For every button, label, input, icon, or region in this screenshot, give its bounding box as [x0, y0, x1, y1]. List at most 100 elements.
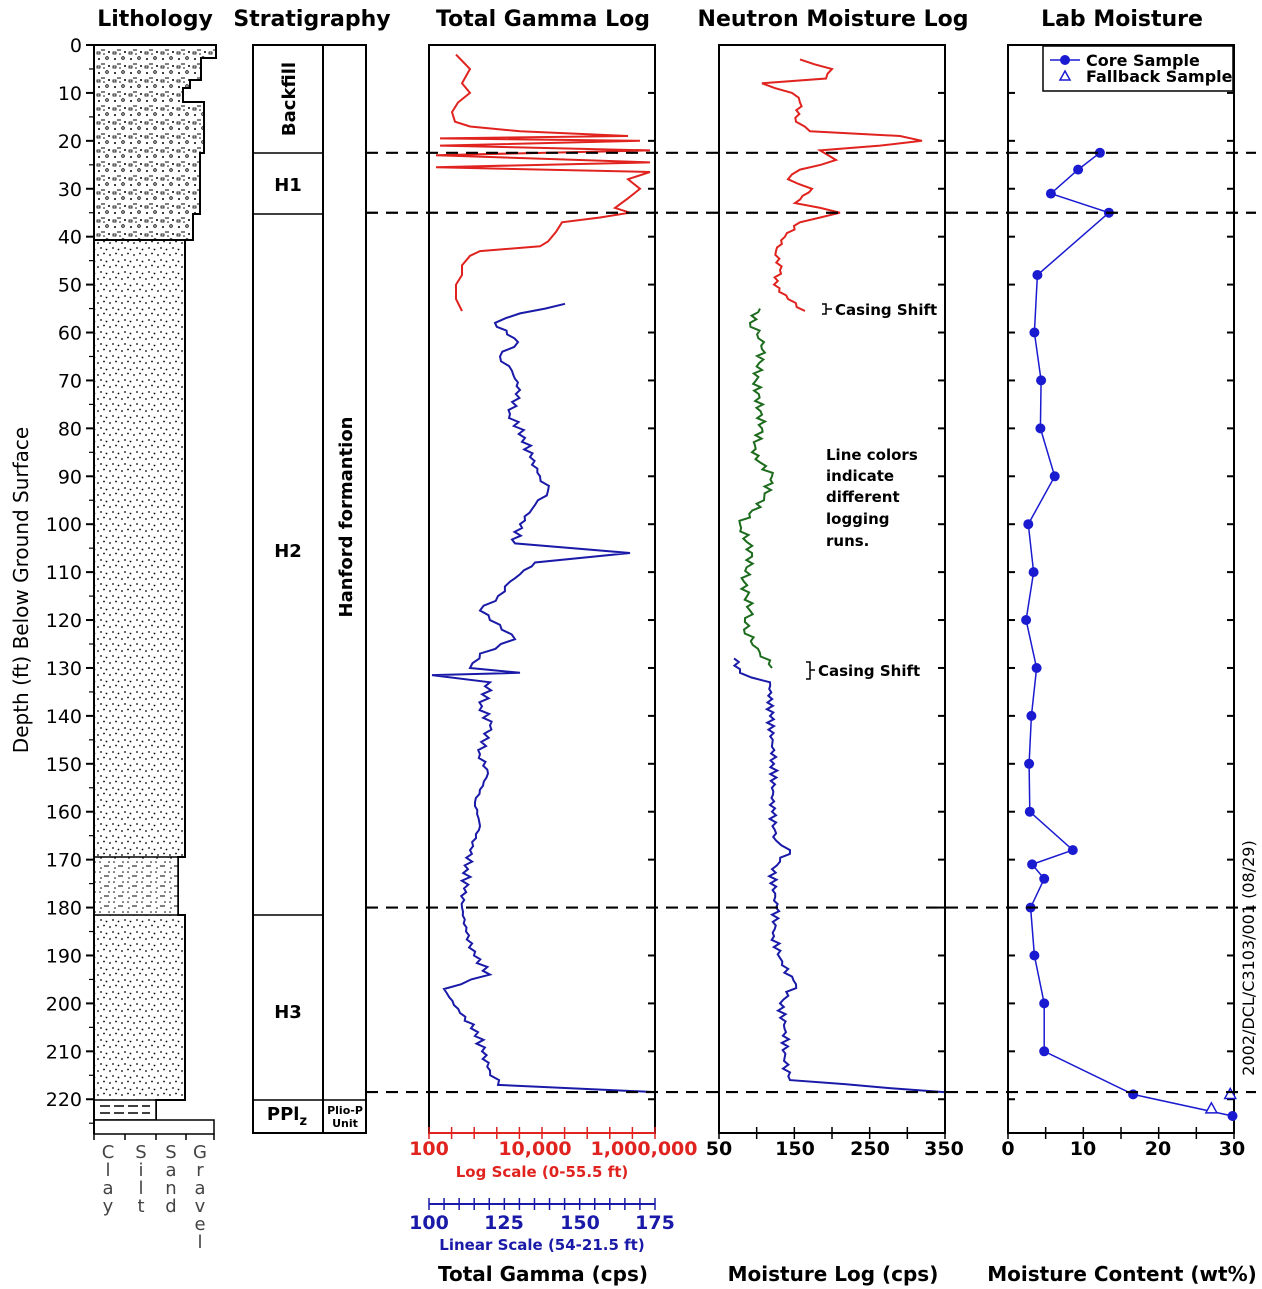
gamma-panel-ticks [428, 44, 656, 1139]
neutron-log-red-curve [761, 58, 923, 312]
depth-tick-label-190: 190 [46, 945, 82, 967]
lab-legend: Core Sample Fallback Sample [1042, 45, 1234, 92]
gamma-log-scale-label: Log Scale (0-55.5 ft) [456, 1163, 628, 1181]
depth-tick-label-120: 120 [46, 610, 82, 632]
stratigraphy-column [252, 44, 367, 1134]
strat-unit-pplz: PPlz [267, 1104, 307, 1129]
core-sample-point-6 [1036, 375, 1047, 386]
note-line-4: logging [826, 510, 889, 528]
lab-tick-0: 0 [1001, 1138, 1014, 1160]
depth-tick-label-80: 80 [58, 418, 82, 440]
lith-letter: l [138, 1178, 143, 1199]
lith-letter: i [138, 1160, 143, 1181]
casing-shift-2: Casing Shift [806, 661, 920, 680]
gamma-lin-tick-150: 150 [560, 1212, 600, 1234]
depth-tick-label-140: 140 [46, 706, 82, 728]
lithology-column [93, 44, 217, 1135]
note-line-2: indicate [826, 467, 894, 485]
plio-unit-label: Plio-P [327, 1104, 363, 1117]
lith-letter: y [103, 1196, 114, 1217]
gamma-lin-tick-100: 100 [409, 1212, 449, 1234]
core-sample-point-7 [1035, 423, 1046, 434]
lab-panel [1007, 44, 1235, 1134]
core-sample-series [1021, 147, 1238, 1121]
neutron-tick-350: 350 [924, 1138, 964, 1160]
lithology-title: Lithology [97, 7, 213, 32]
lithology-bottom-ticks [93, 1134, 215, 1140]
fallback-sample-point-0 [1223, 1086, 1238, 1100]
core-sample-point-9 [1023, 519, 1034, 530]
gamma-lin-scale-label: Linear Scale (54-21.5 ft) [439, 1236, 644, 1254]
gamma-lin-tick-125: 125 [484, 1212, 524, 1234]
core-sample-point-4 [1032, 270, 1043, 280]
neutron-unit-label: Moisture Log (cps) [728, 1262, 939, 1286]
legend-fallback-marker [1058, 69, 1072, 81]
neutron-title: Neutron Moisture Log [698, 7, 969, 32]
core-sample-point-20 [1029, 950, 1040, 961]
gamma-log-tick-10000: 10,000 [498, 1138, 571, 1160]
depth-axis-label: Depth (ft) Below Ground Surface [9, 427, 33, 753]
core-sample-point-2 [1045, 188, 1056, 199]
lith-letter: t [137, 1196, 144, 1217]
lith-letter: v [195, 1196, 206, 1217]
unit-boundary-lines [366, 151, 1256, 1094]
depth-tick-label-30: 30 [58, 179, 82, 201]
gamma-log-tick-1000000: 1,000,000 [591, 1138, 698, 1160]
lith-letter: S [135, 1142, 146, 1163]
neutron-note: Line colors indicate different logging r… [826, 446, 918, 550]
strat-unit-h1: H1 [274, 175, 302, 196]
legend-fallback-label: Fallback Sample [1086, 67, 1233, 86]
plio-unit-label-2: Unit [332, 1117, 358, 1130]
core-sample-point-16 [1067, 845, 1078, 856]
neutron-log-green-curve [738, 308, 774, 669]
lith-letter: C [102, 1142, 115, 1163]
core-sample-point-17 [1027, 859, 1038, 870]
depth-axis-ticks: 0 10 20 30 40 50 60 70 80 90 100 110 120 130 140 150 160… [46, 35, 94, 1124]
depth-tick-label-100: 100 [46, 514, 82, 536]
core-sample-point-8 [1049, 471, 1060, 482]
lith-letter: d [165, 1196, 176, 1217]
strat-unit-h3: H3 [274, 1002, 302, 1023]
gamma-panel [428, 44, 656, 1134]
lab-tick-30: 30 [1219, 1138, 1245, 1160]
depth-tick-label-10: 10 [58, 83, 82, 105]
depth-tick-label-200: 200 [46, 993, 82, 1015]
note-line-3: different [826, 488, 900, 506]
lith-letter: a [102, 1178, 113, 1199]
core-sample-point-22 [1039, 1046, 1050, 1057]
lith-letter: l [105, 1160, 110, 1181]
casing-shift-2-label: Casing Shift [818, 662, 920, 680]
depth-tick-label-20: 20 [58, 131, 82, 153]
core-sample-point-0 [1094, 147, 1105, 158]
gamma-unit-label: Total Gamma (cps) [438, 1262, 648, 1286]
gamma-log-tick-100: 100 [409, 1138, 449, 1160]
lab-unit-label: Moisture Content (wt%) [987, 1262, 1257, 1286]
hanford-formation-label: Hanford formantion [336, 417, 357, 618]
core-sample-point-10 [1028, 567, 1039, 578]
strat-unit-backfill: Backfill [279, 62, 300, 136]
neutron-tick-250: 250 [850, 1138, 890, 1160]
neutron-tick-150: 150 [775, 1138, 815, 1160]
stratigraphy-title: Stratigraphy [233, 7, 390, 32]
casing-shift-1: Casing Shift [822, 301, 937, 319]
core-sample-point-18 [1039, 873, 1050, 884]
core-sample-point-12 [1031, 663, 1042, 673]
note-line-5: runs. [826, 532, 869, 550]
depth-tick-label-210: 210 [46, 1041, 82, 1063]
lith-letter: a [165, 1160, 176, 1181]
lith-letter: a [194, 1178, 205, 1199]
lab-tick-20: 20 [1145, 1138, 1171, 1160]
lith-letter: e [194, 1214, 205, 1235]
gamma-log-blue-curve [431, 302, 656, 1094]
core-sample-point-13 [1026, 710, 1037, 721]
core-sample-point-14 [1024, 758, 1035, 769]
lab-panel-ticks [1007, 44, 1235, 1139]
neutron-log-blue-curve [732, 657, 945, 1094]
depth-tick-label-70: 70 [58, 370, 82, 392]
gamma-log-red-curve [435, 53, 651, 312]
gamma-title: Total Gamma Log [436, 7, 650, 32]
neutron-panel [718, 44, 946, 1134]
depth-tick-label-90: 90 [58, 466, 82, 488]
casing-shift-1-label: Casing Shift [835, 301, 937, 319]
